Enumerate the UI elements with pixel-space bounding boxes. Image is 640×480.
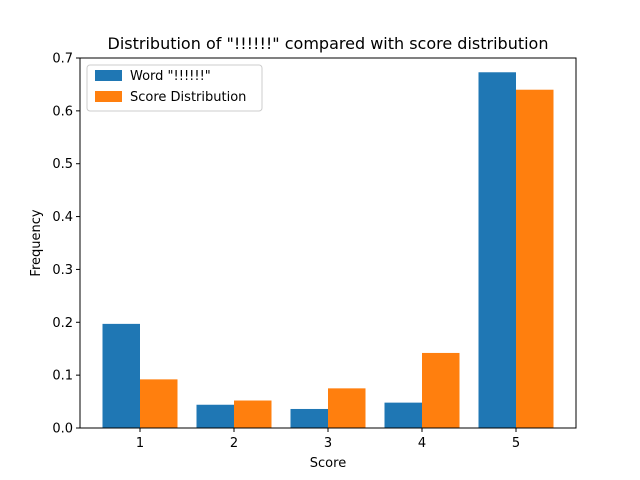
y-tick-label: 0.2 xyxy=(52,316,73,331)
chart-title: Distribution of "!!!!!!" compared with s… xyxy=(108,34,549,53)
bar-series-1-score-5 xyxy=(478,72,516,429)
bar-series-1-score-3 xyxy=(290,408,328,428)
x-axis: 1 2 3 4 5 xyxy=(136,428,520,451)
y-tick-label: 0.7 xyxy=(52,52,73,67)
bar-series-1-score-1 xyxy=(102,323,140,428)
x-axis-label: Score xyxy=(310,456,346,471)
bar-series-1-score-4 xyxy=(384,402,422,428)
legend: Word "!!!!!!" Score Distribution xyxy=(86,64,263,112)
bar-series-2-score-3 xyxy=(328,388,366,428)
y-axis: 0.0 0.1 0.2 0.3 0.4 0.5 0.6 0.7 xyxy=(52,52,80,437)
bars-layer xyxy=(102,72,554,429)
x-tick-label: 5 xyxy=(512,436,520,451)
x-tick-label: 1 xyxy=(136,436,144,451)
y-tick-label: 0.4 xyxy=(52,210,73,225)
legend-label-1: Word "!!!!!!" xyxy=(130,69,211,84)
x-tick-label: 2 xyxy=(230,436,238,451)
y-tick-label: 0.6 xyxy=(52,104,73,119)
bar-series-2-score-5 xyxy=(516,89,554,428)
legend-swatch-1 xyxy=(95,70,122,81)
y-tick-label: 0.0 xyxy=(52,422,73,437)
y-tick-label: 0.1 xyxy=(52,369,73,384)
y-tick-label: 0.5 xyxy=(52,157,73,172)
bar-series-2-score-4 xyxy=(422,352,460,428)
legend-box xyxy=(86,64,263,112)
y-axis-label: Frequency xyxy=(29,209,44,276)
legend-swatch-2 xyxy=(95,91,122,102)
bar-series-2-score-1 xyxy=(140,379,178,428)
x-tick-label: 4 xyxy=(418,436,426,451)
bar-series-1-score-2 xyxy=(196,404,234,428)
legend-label-2: Score Distribution xyxy=(130,90,246,105)
x-tick-label: 3 xyxy=(324,436,332,451)
y-tick-label: 0.3 xyxy=(52,263,73,278)
bar-series-2-score-2 xyxy=(234,400,272,428)
